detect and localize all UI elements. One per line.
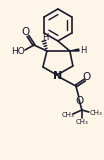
Text: CH₃: CH₃ (76, 119, 88, 125)
Text: O: O (22, 27, 30, 37)
Text: HO: HO (11, 47, 25, 56)
Text: O: O (76, 96, 84, 106)
Text: H: H (80, 45, 86, 55)
Text: N: N (53, 71, 63, 81)
Text: CH₃: CH₃ (89, 110, 102, 116)
Text: H: H (42, 32, 48, 41)
Polygon shape (70, 49, 79, 51)
Text: CH₃: CH₃ (61, 112, 74, 118)
Text: O: O (83, 72, 91, 82)
